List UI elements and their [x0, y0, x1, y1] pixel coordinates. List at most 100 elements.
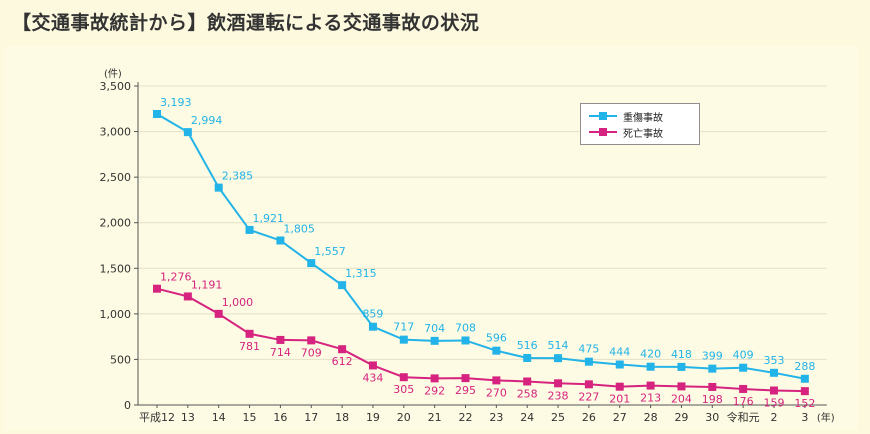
x-tick-label: 24	[520, 411, 534, 424]
data-label-series-2: 238	[548, 389, 569, 402]
y-tick-label: 2,000	[100, 217, 132, 230]
y-tick-label: 0	[124, 399, 131, 412]
data-label-series-1: 514	[548, 339, 569, 352]
data-point-series-2	[708, 382, 717, 391]
data-point-series-2	[677, 382, 686, 391]
data-label-series-2: 1,191	[191, 278, 223, 291]
data-label-series-1: 353	[764, 354, 785, 367]
y-tick-label: 2,500	[100, 171, 132, 184]
x-tick-label: 30	[705, 411, 719, 424]
data-point-series-2	[214, 309, 223, 318]
series-line-2	[156, 287, 805, 393]
legend-label-series-2: 死亡事故	[623, 128, 663, 140]
data-point-series-1	[399, 335, 408, 344]
x-tick-label: 19	[366, 411, 380, 424]
data-point-series-1	[214, 183, 223, 192]
x-tick-label: 25	[551, 411, 565, 424]
x-tick-label: 27	[613, 411, 627, 424]
x-tick-label: 15	[243, 411, 257, 424]
data-point-series-1	[461, 336, 470, 345]
y-tick-label: 3,500	[100, 80, 132, 93]
data-point-series-2	[800, 387, 809, 396]
data-point-series-1	[739, 363, 748, 372]
data-point-series-1	[338, 281, 347, 290]
x-tick-label: 18	[335, 411, 349, 424]
x-tick-label: 平成12	[139, 411, 175, 424]
data-label-series-1: 475	[578, 343, 599, 356]
x-tick-label: 29	[674, 411, 688, 424]
data-label-series-2: 1,000	[222, 296, 254, 309]
data-label-series-2: 305	[393, 383, 414, 396]
data-label-series-1: 409	[733, 349, 754, 362]
data-label-series-1: 444	[609, 346, 630, 359]
data-point-series-1	[554, 354, 563, 363]
data-label-series-1: 420	[640, 348, 661, 361]
data-label-series-1: 288	[794, 360, 815, 373]
data-point-series-2	[307, 336, 316, 345]
data-label-series-1: 1,315	[345, 267, 377, 280]
data-point-series-1	[800, 374, 809, 383]
data-label-series-2: 204	[671, 392, 692, 405]
data-point-series-1	[708, 364, 717, 373]
data-label-series-1: 2,385	[222, 170, 254, 183]
x-tick-label: 22	[459, 411, 473, 424]
data-label-series-2: 270	[486, 386, 507, 399]
data-label-series-1: 3,193	[160, 96, 192, 109]
data-point-series-2	[461, 374, 470, 383]
x-tick-label: 23	[489, 411, 503, 424]
data-label-series-1: 596	[486, 332, 507, 345]
x-tick-label: 2	[771, 411, 778, 424]
legend-label-series-1: 重傷事故	[623, 112, 663, 124]
chart-legend: 重傷事故 死亡事故	[580, 103, 700, 145]
data-point-series-2	[183, 292, 192, 301]
data-point-series-2	[615, 382, 624, 391]
data-label-series-1: 1,921	[253, 212, 284, 225]
data-label-series-1: 708	[455, 321, 476, 334]
y-tick-label: 3,000	[100, 126, 132, 139]
data-label-series-1: 2,994	[191, 114, 223, 127]
data-label-series-2: 213	[640, 392, 661, 405]
x-tick-label: 20	[397, 411, 411, 424]
data-label-series-2: 198	[702, 393, 723, 406]
data-point-series-2	[338, 345, 347, 354]
data-point-series-2	[368, 361, 377, 370]
legend-item-series-1: 重傷事故	[589, 109, 663, 124]
data-label-series-1: 859	[362, 308, 383, 321]
data-label-series-2: 159	[764, 397, 785, 410]
data-point-series-1	[677, 362, 686, 371]
data-label-series-1: 717	[393, 321, 414, 334]
data-point-series-1	[307, 259, 316, 268]
data-point-series-2	[770, 386, 778, 395]
data-label-series-1: 399	[702, 350, 723, 363]
data-point-series-2	[584, 380, 593, 389]
data-point-series-2	[245, 329, 254, 338]
data-label-series-2: 227	[578, 390, 599, 403]
y-tick-label: 500	[110, 353, 131, 366]
x-axis-label: (年)	[817, 411, 835, 424]
data-point-series-1	[492, 346, 501, 355]
data-label-series-2: 1,276	[160, 271, 192, 284]
data-point-series-1	[245, 225, 254, 234]
x-tick-label: 26	[582, 411, 596, 424]
data-label-series-2: 781	[239, 340, 260, 353]
data-point-series-2	[739, 384, 748, 393]
data-label-series-2: 714	[270, 346, 291, 359]
data-point-series-2	[399, 373, 408, 382]
x-tick-label: 16	[273, 411, 287, 424]
data-point-series-2	[153, 284, 161, 293]
data-label-series-1: 1,557	[314, 245, 346, 258]
data-point-series-1	[584, 357, 593, 366]
legend-swatch-series-2	[589, 127, 617, 137]
data-label-series-1: 418	[671, 348, 692, 361]
data-label-series-2: 152	[794, 397, 815, 410]
data-point-series-2	[523, 377, 532, 386]
y-tick-label: 1,500	[100, 262, 132, 275]
x-tick-label: 14	[212, 411, 226, 424]
data-point-series-2	[646, 381, 655, 390]
data-point-series-1	[183, 128, 192, 137]
x-tick-label: 17	[304, 411, 318, 424]
data-point-series-2	[492, 376, 501, 385]
legend-item-series-2: 死亡事故	[589, 125, 663, 140]
data-point-series-1	[430, 336, 439, 345]
